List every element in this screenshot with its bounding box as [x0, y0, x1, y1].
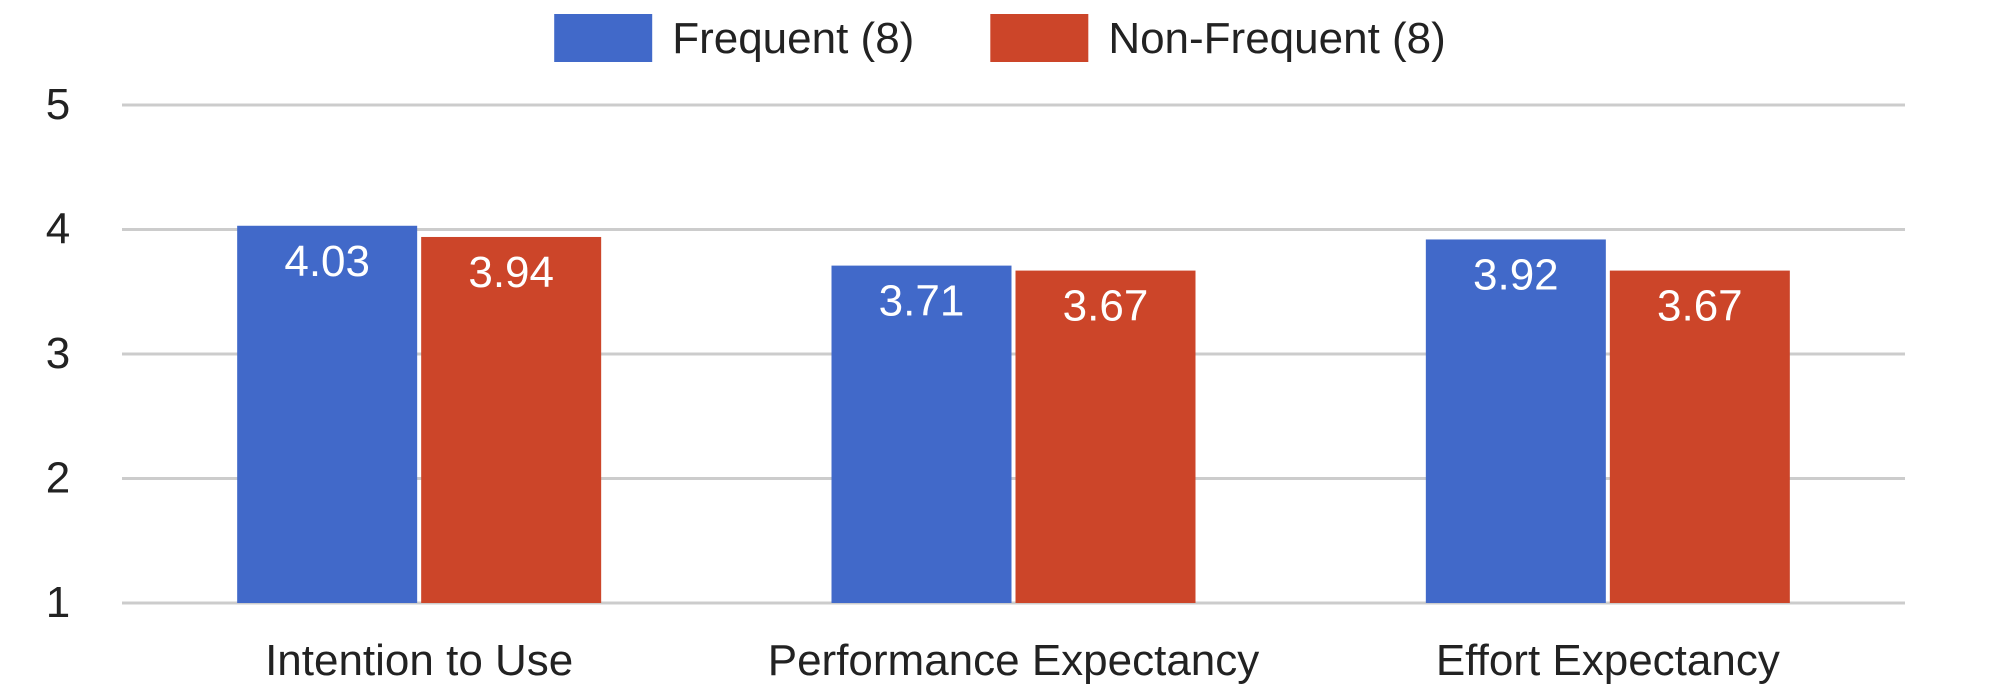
bar-frequent-0	[237, 225, 418, 603]
data-label: 4.03	[284, 237, 370, 286]
bar-frequent-2	[1425, 239, 1606, 603]
x-tick-label: Effort Expectancy	[1436, 636, 1780, 685]
y-tick-label: 5	[46, 80, 70, 129]
legend-swatch-non-frequent	[990, 14, 1089, 62]
bars	[237, 225, 1790, 603]
x-tick-label: Intention to Use	[265, 636, 573, 685]
data-labels: 4.03 3.94 3.71 3.67 3.92 3.67	[284, 237, 1742, 331]
legend-label: Frequent (8)	[672, 14, 914, 63]
data-label: 3.92	[1473, 250, 1559, 299]
data-label: 3.71	[879, 277, 965, 326]
legend-swatch-frequent	[554, 14, 653, 62]
y-tick-label: 1	[46, 578, 70, 627]
y-axis-ticks: 1 2 3 4 5	[46, 80, 70, 627]
gridlines	[122, 103, 1905, 605]
y-tick-label: 4	[46, 205, 70, 254]
y-tick-label: 2	[46, 454, 70, 503]
x-tick-label: Performance Expectancy	[768, 636, 1260, 685]
bar-frequent-1	[831, 265, 1012, 603]
data-label: 3.67	[1657, 282, 1743, 331]
data-label: 3.94	[468, 248, 554, 297]
legend-label: Non-Frequent (8)	[1108, 14, 1445, 63]
legend: Frequent (8) Non-Frequent (8)	[554, 14, 1446, 63]
bar-non-frequent-1	[1015, 270, 1196, 603]
y-tick-label: 3	[46, 329, 70, 378]
x-axis-ticks: Intention to Use Performance Expectancy Ef…	[265, 636, 1780, 685]
bar-non-frequent-2	[1609, 270, 1790, 603]
bar-non-frequent-0	[421, 236, 602, 603]
data-label: 3.67	[1063, 282, 1149, 331]
